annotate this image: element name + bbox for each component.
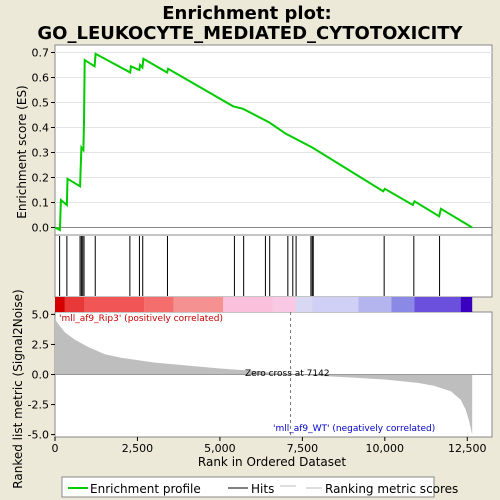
es-y-axis-title: Enrichment score (ES) [15,85,29,218]
legend-box [61,476,435,498]
negative-label: 'mll_af9_WT' (negatively correlated) [273,424,435,434]
metric-y-tick-label: -5.0 [28,429,49,442]
legend-enrichment-label: Enrichment profile [90,482,201,496]
es-y-tick-label: 0.0 [32,222,50,235]
color-bar-segment [64,297,85,312]
x-ticks: 0 2,500 5,000 7,500 10,000 12,500 [52,437,487,455]
x-axis-title: Rank in Ordered Dataset [198,455,346,469]
es-y-tick-label: 0.4 [32,122,50,135]
color-bar-segment [312,297,359,312]
legend-metric-label: Ranking metric scores [325,482,458,496]
x-tick-label: 5,000 [204,442,236,455]
chart-title-line1: Enrichment plot: [162,3,332,24]
x-tick-label: 0 [52,442,59,455]
color-bar-segment [272,297,296,312]
color-bar-segment [55,297,65,312]
metric-area [55,319,473,435]
hits-panel [54,234,493,298]
es-y-tick-label: 0.2 [32,172,50,185]
x-tick-label: 12,500 [448,442,487,455]
color-bar-segment [295,297,313,312]
color-bar-segment [84,297,145,312]
color-bar-segment [173,297,224,312]
metric-layer [55,312,492,437]
positive-label: 'mll_af9_Rip3' (positively correlated) [59,314,223,324]
es-y-tick-label: 0.7 [32,47,50,60]
metric-y-ticks: 5.0 2.5 0.0 -2.5 -5.0 [28,308,55,442]
color-bar-segment [358,297,392,312]
x-tick-label: 2,500 [122,442,154,455]
x-tick-label: 10,000 [366,442,405,455]
color-bar-segment [414,297,461,312]
es-y-tick-label: 0.6 [32,72,50,85]
color-bar-segment [223,297,273,312]
metric-y-axis-title: Ranked list metric (Signal2Noise) [11,289,25,488]
es-y-tick-label: 0.3 [32,147,50,160]
color-bar-segment [391,297,415,312]
es-y-tick-label: 0.5 [32,97,50,110]
es-y-tick-label: 0.1 [32,197,50,210]
es-profile-layer [54,52,473,232]
chart-title-line2: GO_LEUKOCYTE_MEDIATED_CYTOTOXICITY [37,23,463,44]
hits-layer [59,236,441,296]
color-bar-segment [460,297,473,312]
es-y-ticks: 0.0 0.1 0.2 0.3 0.4 0.5 0.6 0.7 [32,47,55,235]
es-profile-line [54,52,473,232]
legend-hits-label: Hits [251,482,274,496]
es-panel [54,44,493,236]
es-gridlines [55,52,492,228]
metric-y-tick-label: 5.0 [32,308,50,321]
color-bar-segment [144,297,174,312]
zero-cross-label: Zero cross at 7142 [245,369,330,379]
metric-y-tick-label: 2.5 [32,338,50,351]
x-tick-label: 7,500 [287,442,319,455]
metric-y-tick-label: -2.5 [28,399,49,412]
metric-y-tick-label: 0.0 [32,369,50,382]
color-bar [55,297,473,312]
